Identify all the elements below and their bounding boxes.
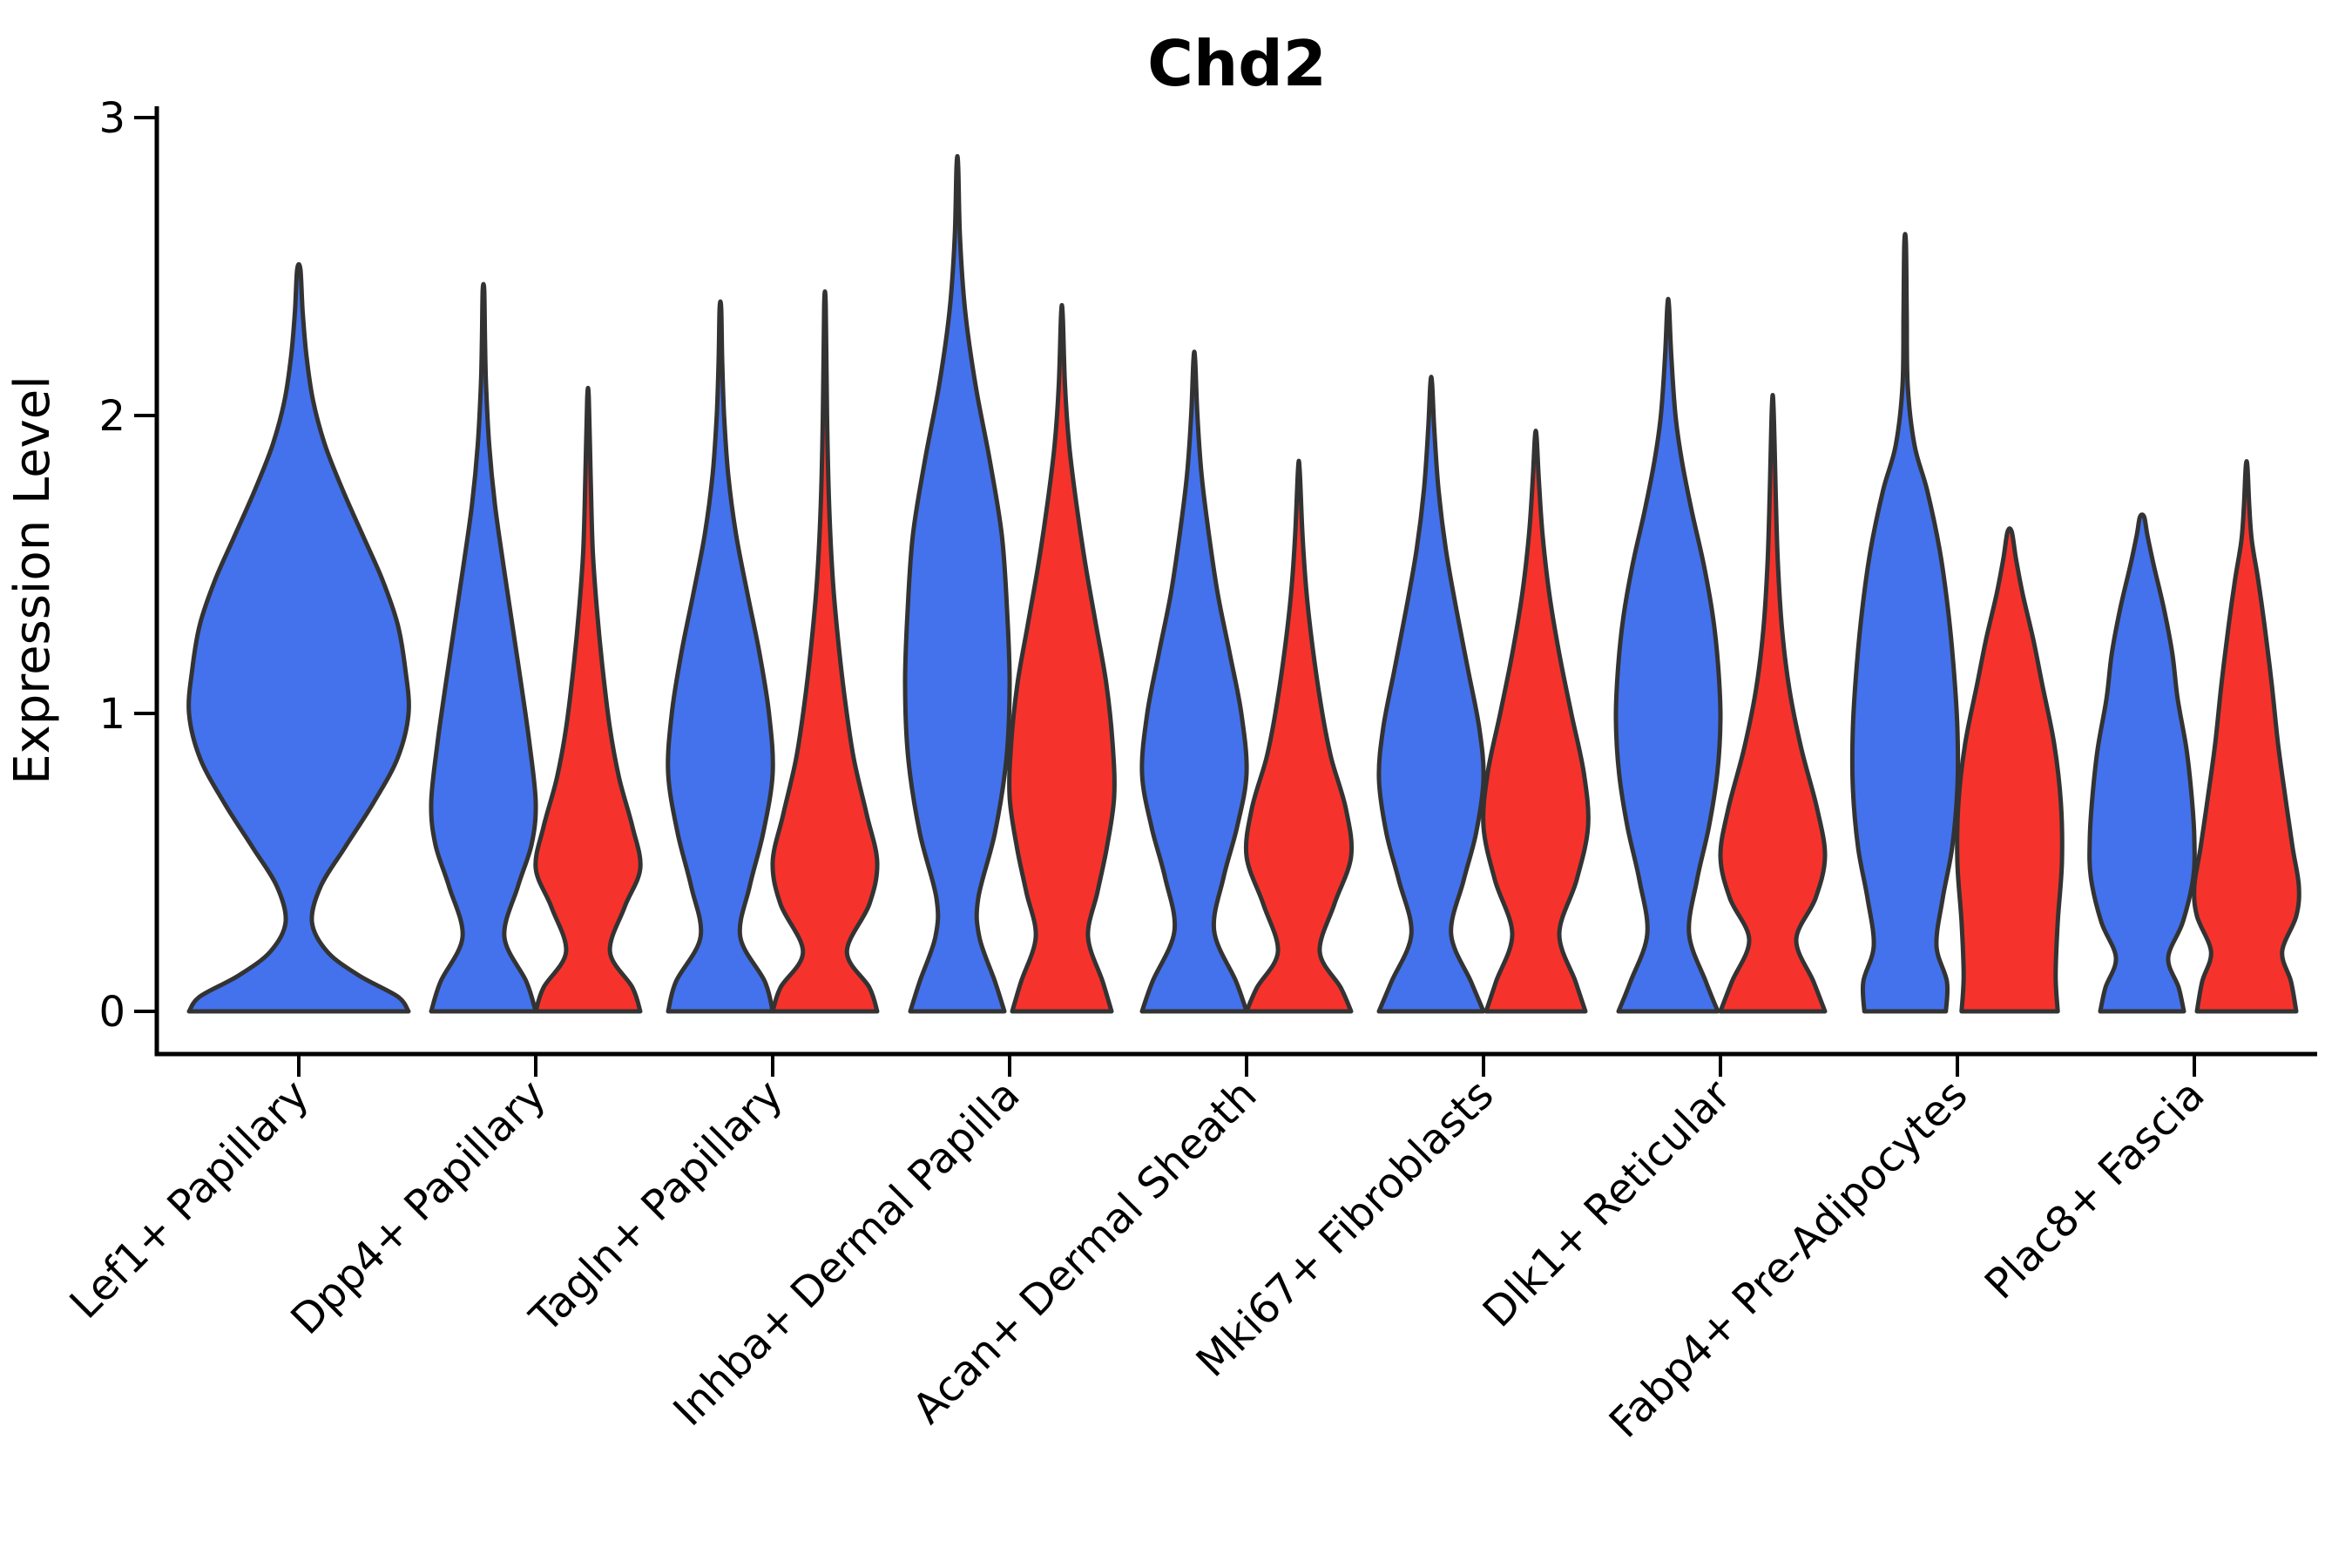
y-tick-label-3: 3 xyxy=(98,94,125,143)
violin-dpp4-papillary-blue xyxy=(429,281,538,1014)
violin-tagln-papillary-red xyxy=(770,289,880,1014)
violin-plac8-fascia-red xyxy=(2192,459,2301,1014)
x-tick-label-lef1-papillary: Lef1+ Papillary xyxy=(61,1071,319,1328)
y-tick-label-2: 2 xyxy=(98,392,125,441)
violin-dpp4-papillary-red xyxy=(533,385,643,1014)
violins-layer xyxy=(186,153,2301,1014)
violin-dlk1-reticular-red xyxy=(1718,393,1828,1014)
violin-inhba-dermal-papilla-blue xyxy=(902,153,1012,1014)
y-axis-tick-labels: 0 1 2 3 xyxy=(98,94,125,1037)
violin-plac8-fascia-blue xyxy=(2087,512,2197,1014)
y-tick-label-1: 1 xyxy=(98,690,125,739)
violin-tagln-papillary-blue xyxy=(666,299,775,1014)
x-tick-label-plac8-fascia: Plac8+ Fascia xyxy=(1976,1071,2214,1309)
violin-acan-dermal-sheath-blue xyxy=(1139,349,1249,1014)
violin-fabp4-pre-adipocytes-blue xyxy=(1849,232,1961,1014)
y-axis-title: Expression Level xyxy=(4,375,61,785)
chart-title: Chd2 xyxy=(1147,27,1327,100)
axes-layer xyxy=(134,106,2317,1077)
violin-dlk1-reticular-blue xyxy=(1613,296,1723,1014)
y-tick-label-0: 0 xyxy=(98,988,125,1037)
x-tick-label-dlk1-reticular: Dlk1+ Reticular xyxy=(1474,1071,1740,1337)
violin-mki67-fibroblasts-red xyxy=(1481,429,1591,1014)
violin-mki67-fibroblasts-blue xyxy=(1376,375,1486,1014)
violin-acan-dermal-sheath-red xyxy=(1243,458,1355,1014)
x-tick-label-tagln-papillary: Tagln+ Papillary xyxy=(520,1071,792,1342)
violin-fabp4-pre-adipocytes-red xyxy=(1955,526,2065,1014)
violin-inhba-dermal-papilla-red xyxy=(1007,302,1117,1014)
x-tick-label-dpp4-papillary: Dpp4+ Papillary xyxy=(281,1071,555,1344)
violin-lef1-papillary-blue xyxy=(186,261,411,1014)
